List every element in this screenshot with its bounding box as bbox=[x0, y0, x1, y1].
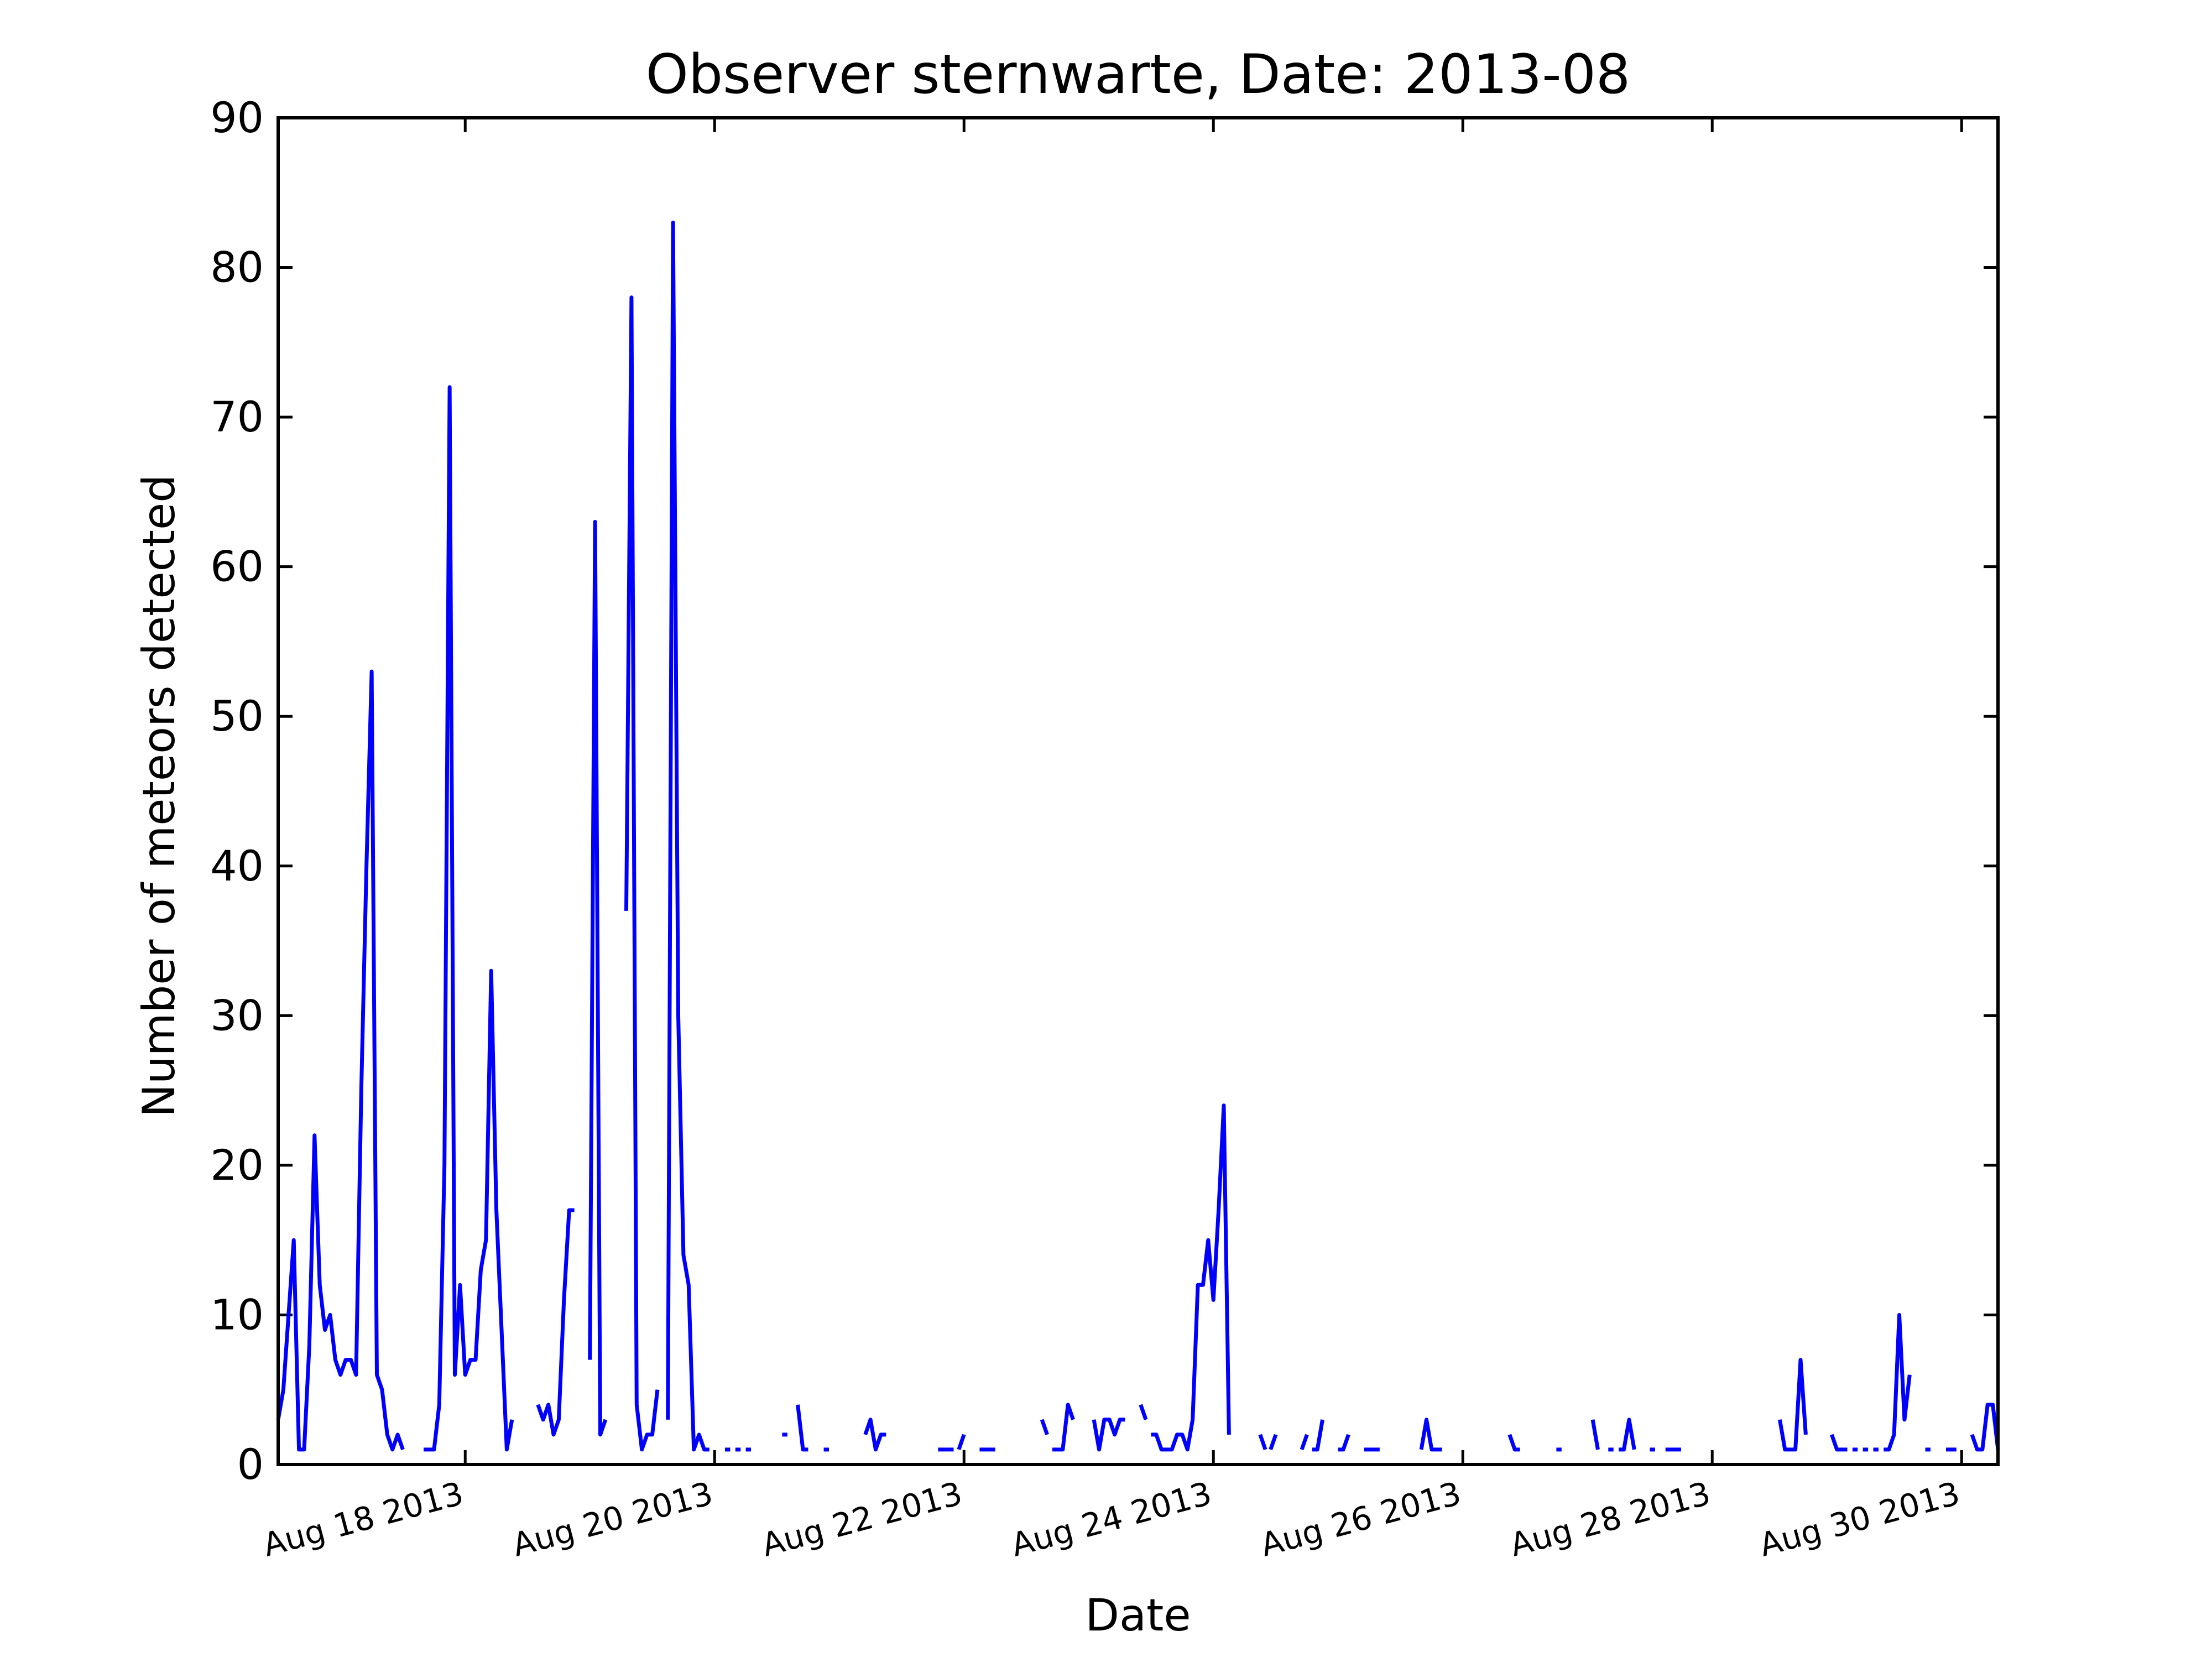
series-line-segment bbox=[1777, 1358, 1808, 1452]
series-line-segment bbox=[1970, 1403, 2000, 1452]
x-axis-label: Date bbox=[1085, 1590, 1191, 1641]
series-line-segment bbox=[957, 1434, 966, 1451]
series-line-segment bbox=[1884, 1312, 1912, 1452]
series-line-segment bbox=[424, 385, 514, 1452]
series-line-segment bbox=[1092, 1418, 1125, 1452]
y-tick-label: 70 bbox=[210, 392, 264, 441]
y-tick-label: 90 bbox=[210, 93, 264, 142]
y-tick-label: 40 bbox=[210, 841, 264, 890]
series-line-segment bbox=[796, 1404, 808, 1452]
y-tick-label: 0 bbox=[237, 1440, 264, 1489]
chart-title: Observer sternwarte, Date: 2013-08 bbox=[646, 43, 1631, 106]
series-line-segment bbox=[1052, 1403, 1075, 1452]
plot-area-frame bbox=[276, 116, 2000, 1466]
y-tick-label: 80 bbox=[210, 243, 264, 292]
y-tick-label: 20 bbox=[210, 1140, 264, 1190]
series-line-segment bbox=[1338, 1434, 1350, 1452]
series-line-segment bbox=[1829, 1434, 1848, 1452]
series-line-segment bbox=[276, 669, 405, 1452]
data-series bbox=[276, 220, 2000, 1452]
series-line-segment bbox=[1507, 1434, 1520, 1452]
series-line-segment bbox=[1300, 1434, 1309, 1451]
series-line-segment bbox=[1258, 1434, 1267, 1451]
series-line-segment bbox=[863, 1418, 886, 1452]
series-line-segment bbox=[1312, 1419, 1324, 1452]
series-line-segment bbox=[1619, 1418, 1636, 1452]
y-tick-label: 10 bbox=[210, 1290, 264, 1339]
y-tick-label: 30 bbox=[210, 991, 264, 1040]
series-line-segment bbox=[666, 220, 709, 1452]
y-tick-label: 50 bbox=[210, 691, 264, 741]
series-line-segment bbox=[1590, 1419, 1600, 1450]
series-line-segment bbox=[624, 295, 660, 1452]
series-line-segment bbox=[1139, 1404, 1148, 1420]
series-line-segment bbox=[1269, 1434, 1278, 1451]
y-axis-label: Number of meteors detected bbox=[133, 475, 185, 1117]
series-line-segment bbox=[1151, 1103, 1231, 1452]
series-line-segment bbox=[588, 520, 608, 1437]
series-line-segment bbox=[1040, 1419, 1049, 1436]
y-axis-ticks: 0 10 20 30 40 50 60 70 80 90 bbox=[210, 93, 1998, 1489]
series-line-segment bbox=[536, 1208, 575, 1437]
y-tick-label: 60 bbox=[210, 542, 264, 591]
series-line-segment bbox=[1419, 1418, 1442, 1452]
